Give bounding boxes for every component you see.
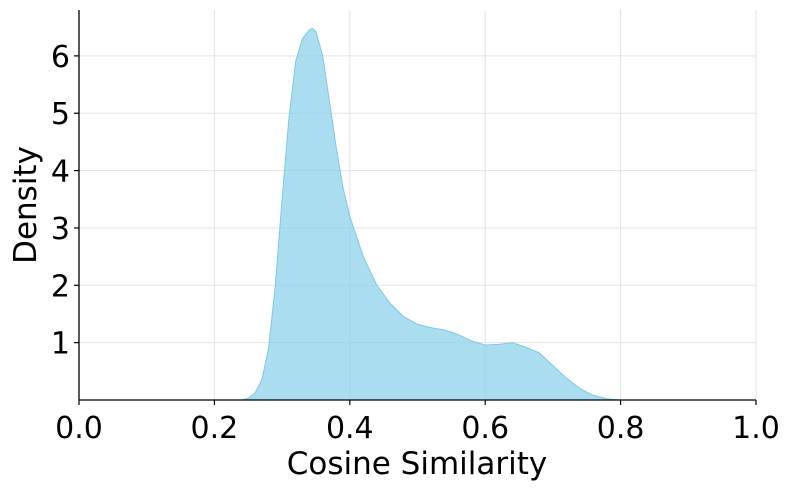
axes: [78, 10, 756, 401]
density-area: [241, 27, 621, 401]
y-tick-label: 2: [51, 269, 70, 304]
y-tick-label: 4: [51, 155, 70, 190]
y-tick-label: 6: [51, 40, 70, 75]
x-tick-label: 0.6: [461, 411, 509, 446]
x-tick-label: 0.0: [55, 411, 103, 446]
x-tick-label: 0.4: [326, 411, 374, 446]
y-axis-ticks: 1 2 3 4 5 6: [51, 40, 79, 362]
grid: [78, 10, 757, 400]
y-tick-label: 1: [51, 327, 70, 362]
y-tick-label: 5: [51, 97, 70, 132]
x-axis-label: Cosine Similarity: [287, 446, 548, 482]
density-line: [241, 27, 621, 401]
x-tick-label: 0.2: [191, 411, 239, 446]
x-tick-label: 1.0: [732, 411, 780, 446]
x-tick-label: 0.8: [597, 411, 645, 446]
y-axis-label: Density: [8, 146, 44, 264]
y-tick-label: 3: [51, 212, 70, 247]
density-fill: [241, 28, 621, 400]
x-axis-ticks: 0.0 0.2 0.4 0.6 0.8 1.0: [55, 400, 780, 446]
